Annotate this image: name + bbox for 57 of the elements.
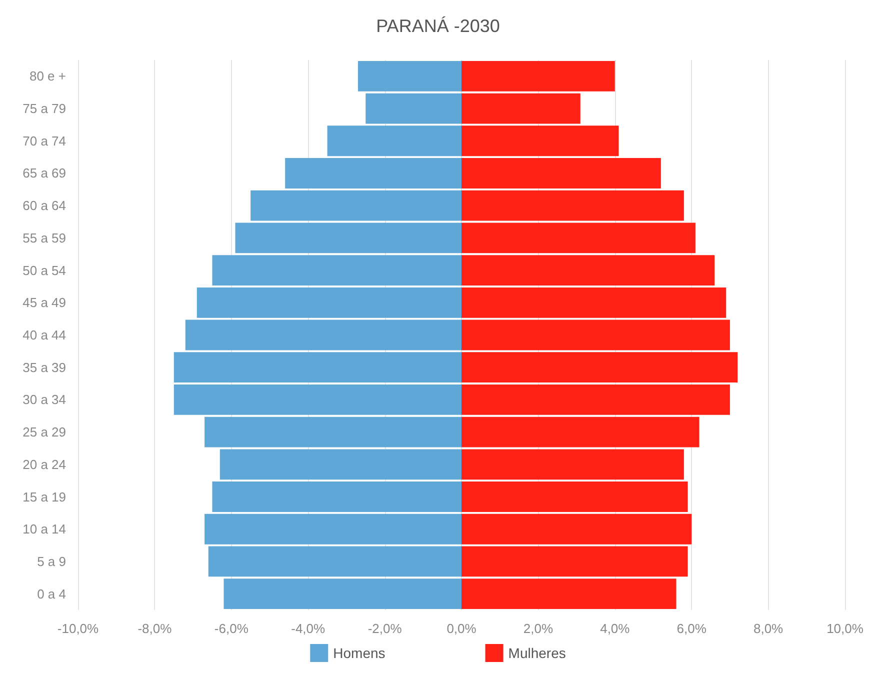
- bar: [462, 514, 692, 544]
- y-tick-label: 50 a 54: [22, 262, 66, 278]
- y-tick-label: 10 a 14: [22, 522, 66, 537]
- y-tick-label: 30 a 34: [22, 392, 66, 408]
- bar: [185, 320, 462, 350]
- x-tick-label: 8,0%: [753, 621, 784, 636]
- y-tick-label: 40 a 44: [22, 328, 66, 342]
- y-tick-label: 75 a 79: [22, 101, 66, 116]
- x-tick-label: -10,0%: [57, 621, 100, 636]
- y-tick-label: 60 a 64: [22, 198, 66, 214]
- bar: [204, 514, 462, 544]
- y-tick-label: 70 a 74: [22, 133, 66, 148]
- x-tick-label: -4,0%: [291, 621, 326, 636]
- bar: [462, 287, 726, 318]
- chart-title: PARANÁ -2030: [376, 16, 500, 36]
- y-tick-label: 15 a 19: [22, 489, 66, 504]
- y-tick-label: 65 a 69: [22, 166, 66, 181]
- x-tick-label: 4,0%: [600, 621, 630, 636]
- y-tick-label: 20 a 24: [22, 456, 66, 472]
- bar: [327, 126, 462, 156]
- bar: [212, 255, 462, 286]
- bar: [212, 482, 462, 512]
- bar: [462, 320, 730, 350]
- bar: [462, 255, 715, 286]
- bar: [462, 482, 688, 512]
- x-tick-label: -6,0%: [214, 621, 249, 636]
- bar: [366, 93, 462, 124]
- y-tick-label: 55 a 59: [22, 230, 66, 246]
- legend-label: Homens: [333, 645, 386, 661]
- y-tick-label: 25 a 29: [22, 424, 66, 440]
- bar: [196, 287, 462, 318]
- bar: [462, 126, 619, 156]
- y-tick-label: 80 e +: [29, 68, 66, 84]
- bar: [462, 546, 688, 577]
- bar: [358, 60, 462, 92]
- y-tick-label: 0 a 4: [37, 586, 66, 602]
- x-tick-label: 2,0%: [523, 621, 554, 636]
- bar: [462, 352, 738, 383]
- bar: [285, 158, 462, 188]
- bar: [462, 158, 661, 188]
- x-tick-label: 10,0%: [826, 621, 864, 636]
- x-tick-label: 6,0%: [676, 621, 707, 636]
- bar: [174, 384, 462, 415]
- x-tick-label: 0,0%: [446, 621, 477, 636]
- y-tick-label: 45 a 49: [22, 295, 66, 310]
- bar: [462, 578, 676, 610]
- x-tick-label: -2,0%: [368, 621, 402, 636]
- bar: [462, 93, 580, 124]
- bar: [462, 384, 730, 415]
- y-tick-label: 5 a 9: [37, 554, 66, 569]
- x-tick-label: -8,0%: [138, 621, 172, 636]
- y-tick-label: 35 a 39: [22, 360, 66, 375]
- bar: [208, 546, 462, 577]
- bar: [462, 60, 615, 92]
- legend-label: Mulheres: [508, 645, 566, 661]
- bar: [224, 578, 462, 610]
- bar: [174, 352, 462, 383]
